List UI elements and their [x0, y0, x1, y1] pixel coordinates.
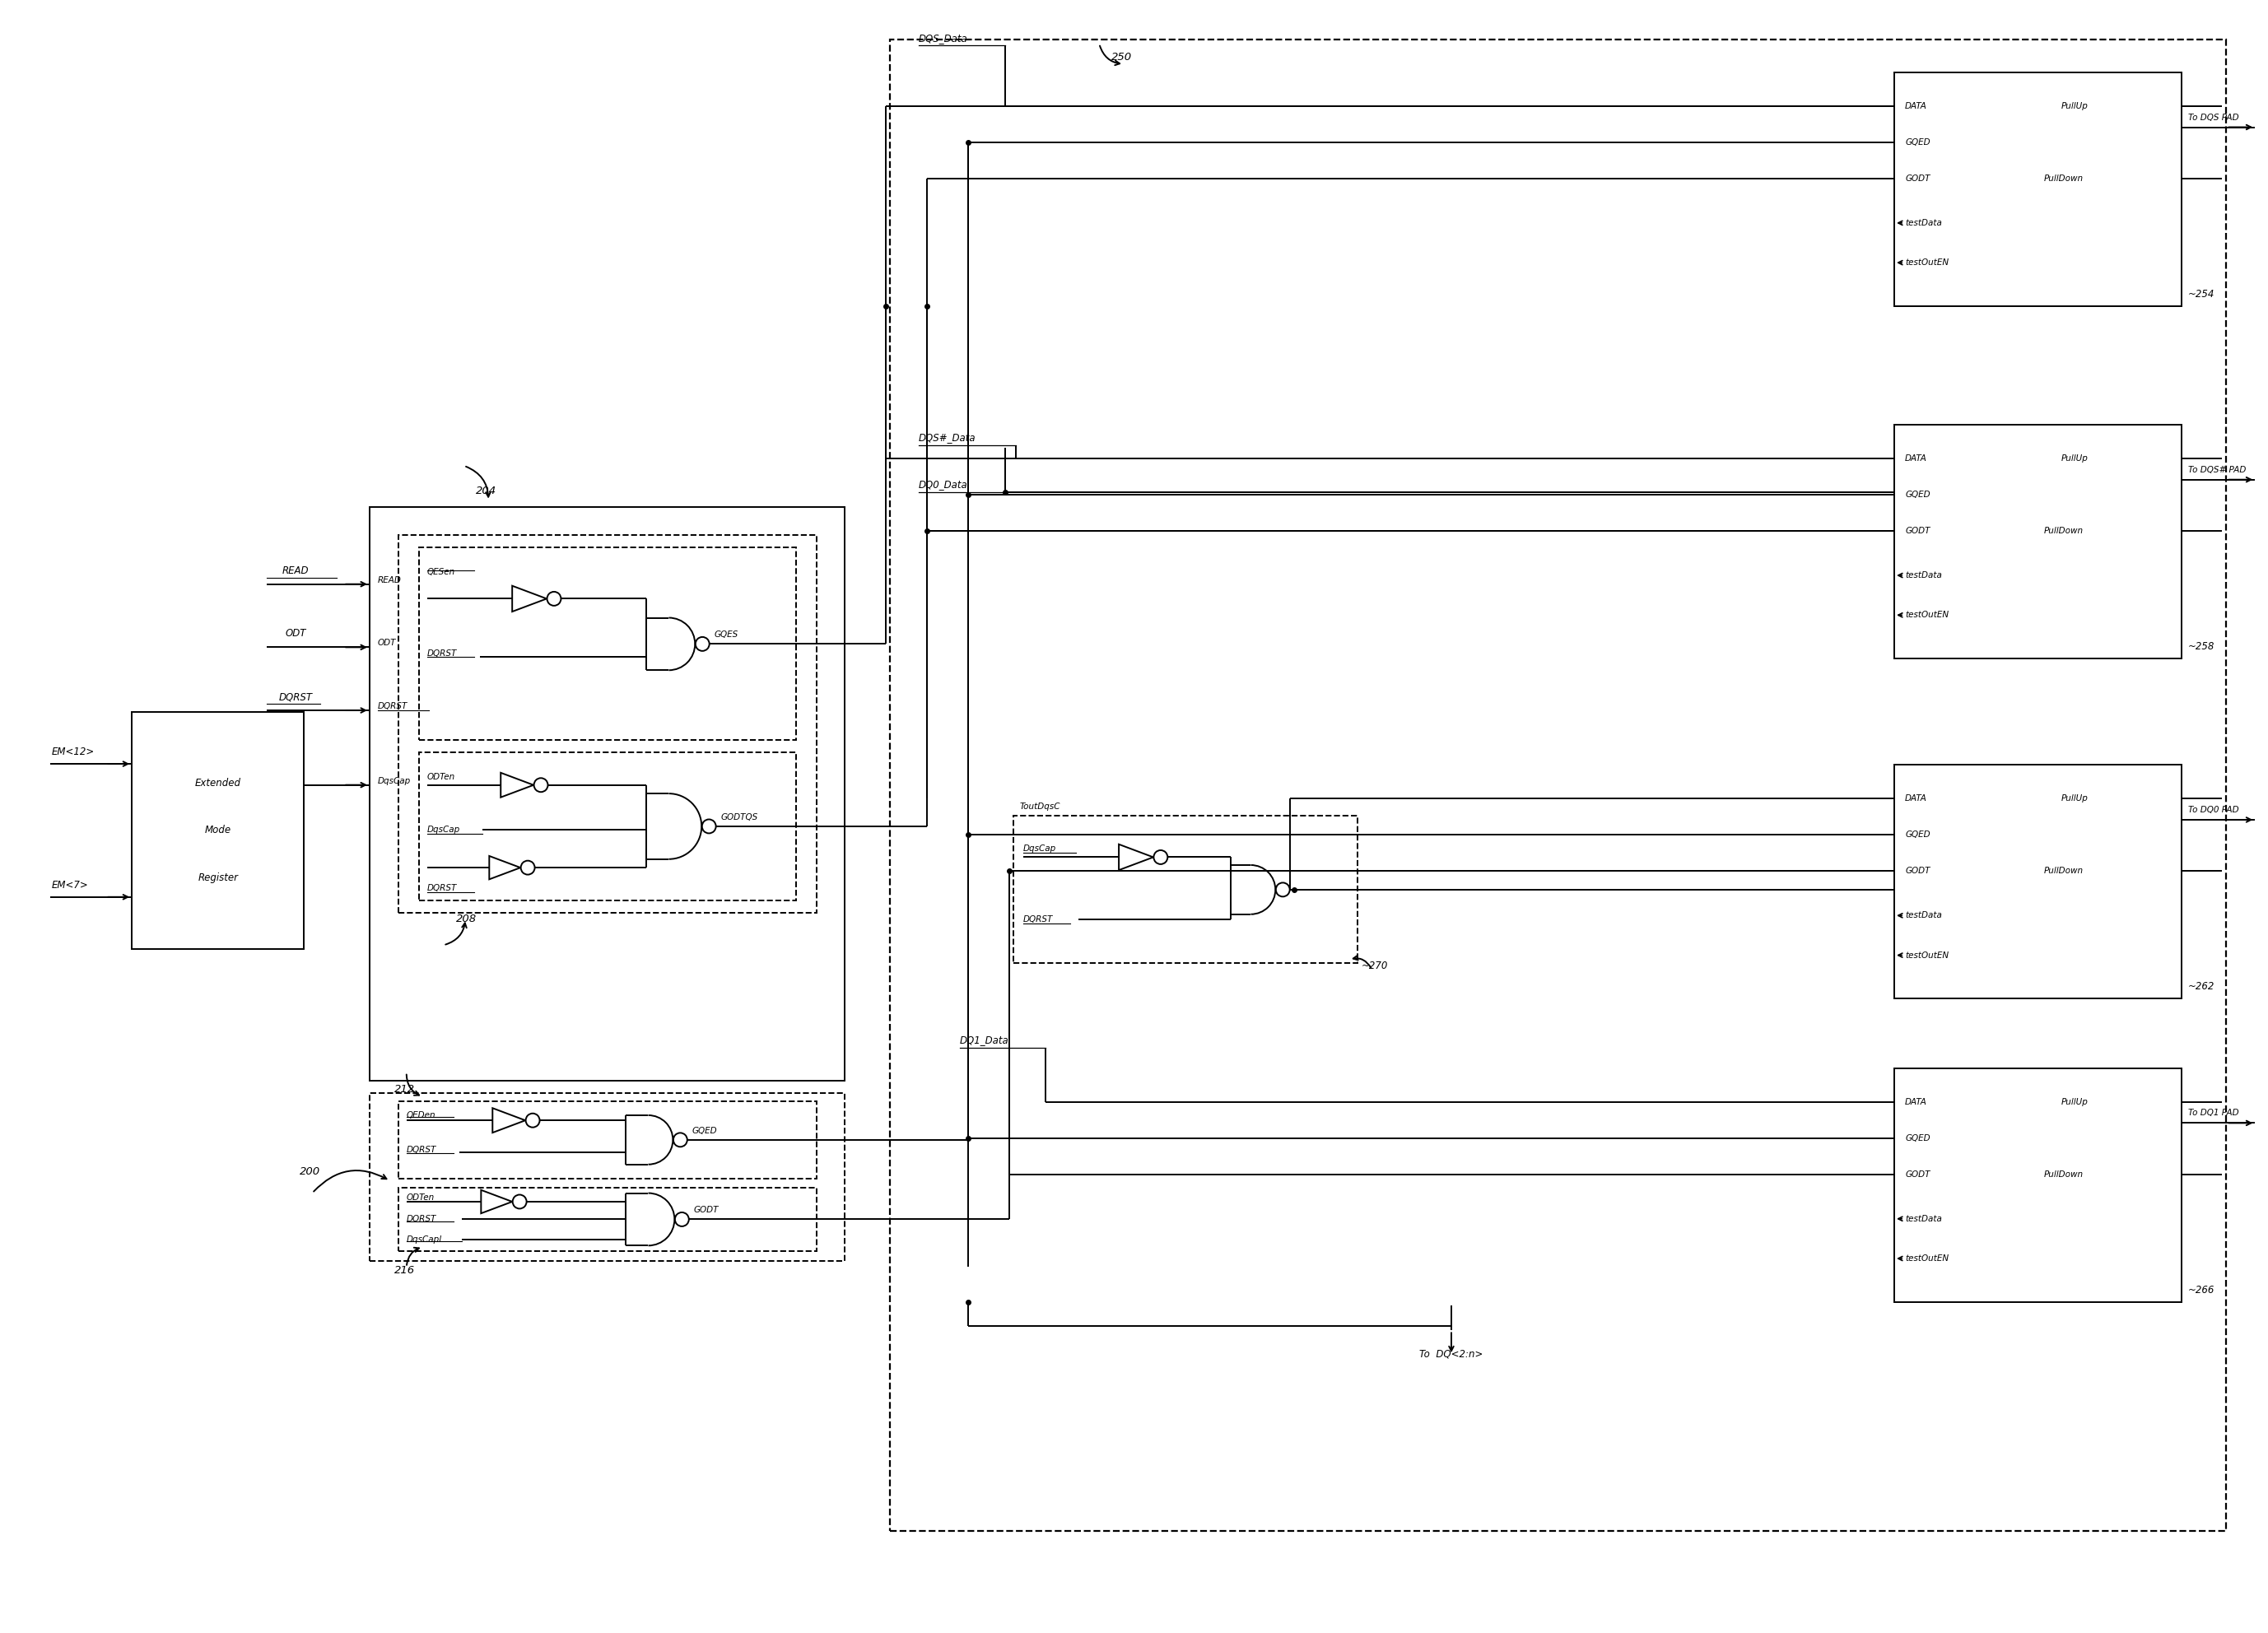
Text: READ: READ	[284, 565, 308, 576]
Text: testData: testData	[1905, 911, 1941, 919]
Bar	[1894, 764, 2182, 998]
Bar	[399, 536, 816, 913]
Text: GQED: GQED	[1905, 831, 1930, 839]
Text: GODT: GODT	[1905, 867, 1930, 875]
Text: DqsCap: DqsCap	[1023, 844, 1057, 852]
Text: PullDown: PullDown	[2043, 175, 2082, 183]
Text: testData: testData	[1905, 1215, 1941, 1223]
Text: READ: READ	[379, 576, 401, 585]
Text: Register: Register	[197, 872, 238, 883]
Text: DQ0_Data: DQ0_Data	[919, 478, 968, 490]
Text: ~258: ~258	[2189, 642, 2214, 652]
Text: EM<7>: EM<7>	[52, 880, 88, 890]
Text: DqsCap: DqsCap	[379, 777, 411, 785]
Text: DQ1_Data: DQ1_Data	[959, 1034, 1009, 1045]
Text: To DQ0 PAD: To DQ0 PAD	[2189, 805, 2239, 813]
Text: To  DQ<2:n>: To DQ<2:n>	[1420, 1349, 1483, 1359]
Bar	[399, 1187, 816, 1251]
Text: GQED: GQED	[1905, 1133, 1930, 1143]
Bar	[370, 1092, 846, 1261]
Text: To DQ1 PAD: To DQ1 PAD	[2189, 1109, 2239, 1117]
Text: GODT: GODT	[694, 1207, 719, 1215]
Bar	[132, 712, 304, 949]
Bar	[1894, 425, 2182, 658]
Text: EM<12>: EM<12>	[52, 746, 95, 758]
Text: DQRST: DQRST	[279, 691, 313, 702]
Text: DQRST: DQRST	[406, 1215, 435, 1223]
Text: PullUp: PullUp	[2062, 101, 2089, 111]
Text: GODTQS: GODTQS	[721, 813, 758, 821]
Text: DQS_Data: DQS_Data	[919, 33, 968, 44]
Text: DATA: DATA	[1905, 1097, 1928, 1106]
Bar	[420, 753, 796, 900]
Text: QESen: QESen	[426, 568, 456, 576]
Bar	[420, 547, 796, 740]
Text: testOutEN: testOutEN	[1905, 611, 1948, 619]
Text: DqsCap: DqsCap	[426, 825, 460, 833]
Text: 208: 208	[456, 914, 476, 924]
Text: DQRST: DQRST	[406, 1146, 435, 1155]
Bar	[1894, 1068, 2182, 1302]
Text: PullDown: PullDown	[2043, 867, 2082, 875]
Text: Mode: Mode	[204, 825, 231, 836]
Text: PullUp: PullUp	[2062, 454, 2089, 462]
Text: 200: 200	[299, 1166, 320, 1177]
Text: testData: testData	[1905, 219, 1941, 227]
Text: PullDown: PullDown	[2043, 1171, 2082, 1179]
Text: GODT: GODT	[1905, 175, 1930, 183]
Text: DATA: DATA	[1905, 454, 1928, 462]
Text: 212: 212	[395, 1084, 415, 1094]
Text: GQED: GQED	[1905, 139, 1930, 147]
Text: 216: 216	[395, 1266, 415, 1275]
Text: 204: 204	[476, 485, 497, 496]
Text: DQRST: DQRST	[1023, 914, 1052, 923]
Text: DQRST: DQRST	[426, 883, 456, 892]
Bar	[370, 506, 846, 1081]
Text: GQED: GQED	[1905, 490, 1930, 500]
Text: To DQS PAD: To DQS PAD	[2189, 113, 2239, 121]
Bar	[1014, 816, 1356, 963]
Text: ~270: ~270	[1361, 960, 1388, 972]
Text: testData: testData	[1905, 572, 1941, 580]
Text: GQES: GQES	[714, 630, 737, 639]
Text: GODT: GODT	[1905, 527, 1930, 536]
Text: testOutEN: testOutEN	[1905, 1254, 1948, 1262]
Text: ~262: ~262	[2189, 981, 2214, 991]
Text: To DQS# PAD: To DQS# PAD	[2189, 465, 2245, 474]
Text: testOutEN: testOutEN	[1905, 950, 1948, 959]
Text: ODT: ODT	[379, 639, 397, 647]
Text: testOutEN: testOutEN	[1905, 258, 1948, 266]
Text: DQRST: DQRST	[379, 702, 408, 710]
Text: PullUp: PullUp	[2062, 1097, 2089, 1106]
Text: 250: 250	[1111, 52, 1132, 62]
Text: DqsCapl: DqsCapl	[406, 1236, 442, 1244]
Text: Extended: Extended	[195, 777, 240, 789]
Text: ODT: ODT	[286, 629, 306, 639]
Bar	[1894, 72, 2182, 305]
Text: ToutDqsC: ToutDqsC	[1021, 803, 1061, 812]
Text: ~254: ~254	[2189, 289, 2214, 299]
Text: DATA: DATA	[1905, 795, 1928, 803]
Text: DQS#_Data: DQS#_Data	[919, 433, 975, 443]
Bar	[399, 1101, 816, 1179]
Text: DATA: DATA	[1905, 101, 1928, 111]
Text: GODT: GODT	[1905, 1171, 1930, 1179]
Bar	[889, 39, 2227, 1532]
Text: PullDown: PullDown	[2043, 527, 2082, 536]
Text: QEDen: QEDen	[406, 1110, 435, 1119]
Text: GQED: GQED	[692, 1127, 717, 1135]
Text: PullUp: PullUp	[2062, 795, 2089, 803]
Text: ~266: ~266	[2189, 1285, 2214, 1295]
Text: ODTen: ODTen	[406, 1194, 435, 1202]
Text: DQRST: DQRST	[426, 650, 456, 658]
Text: ODTen: ODTen	[426, 772, 456, 781]
